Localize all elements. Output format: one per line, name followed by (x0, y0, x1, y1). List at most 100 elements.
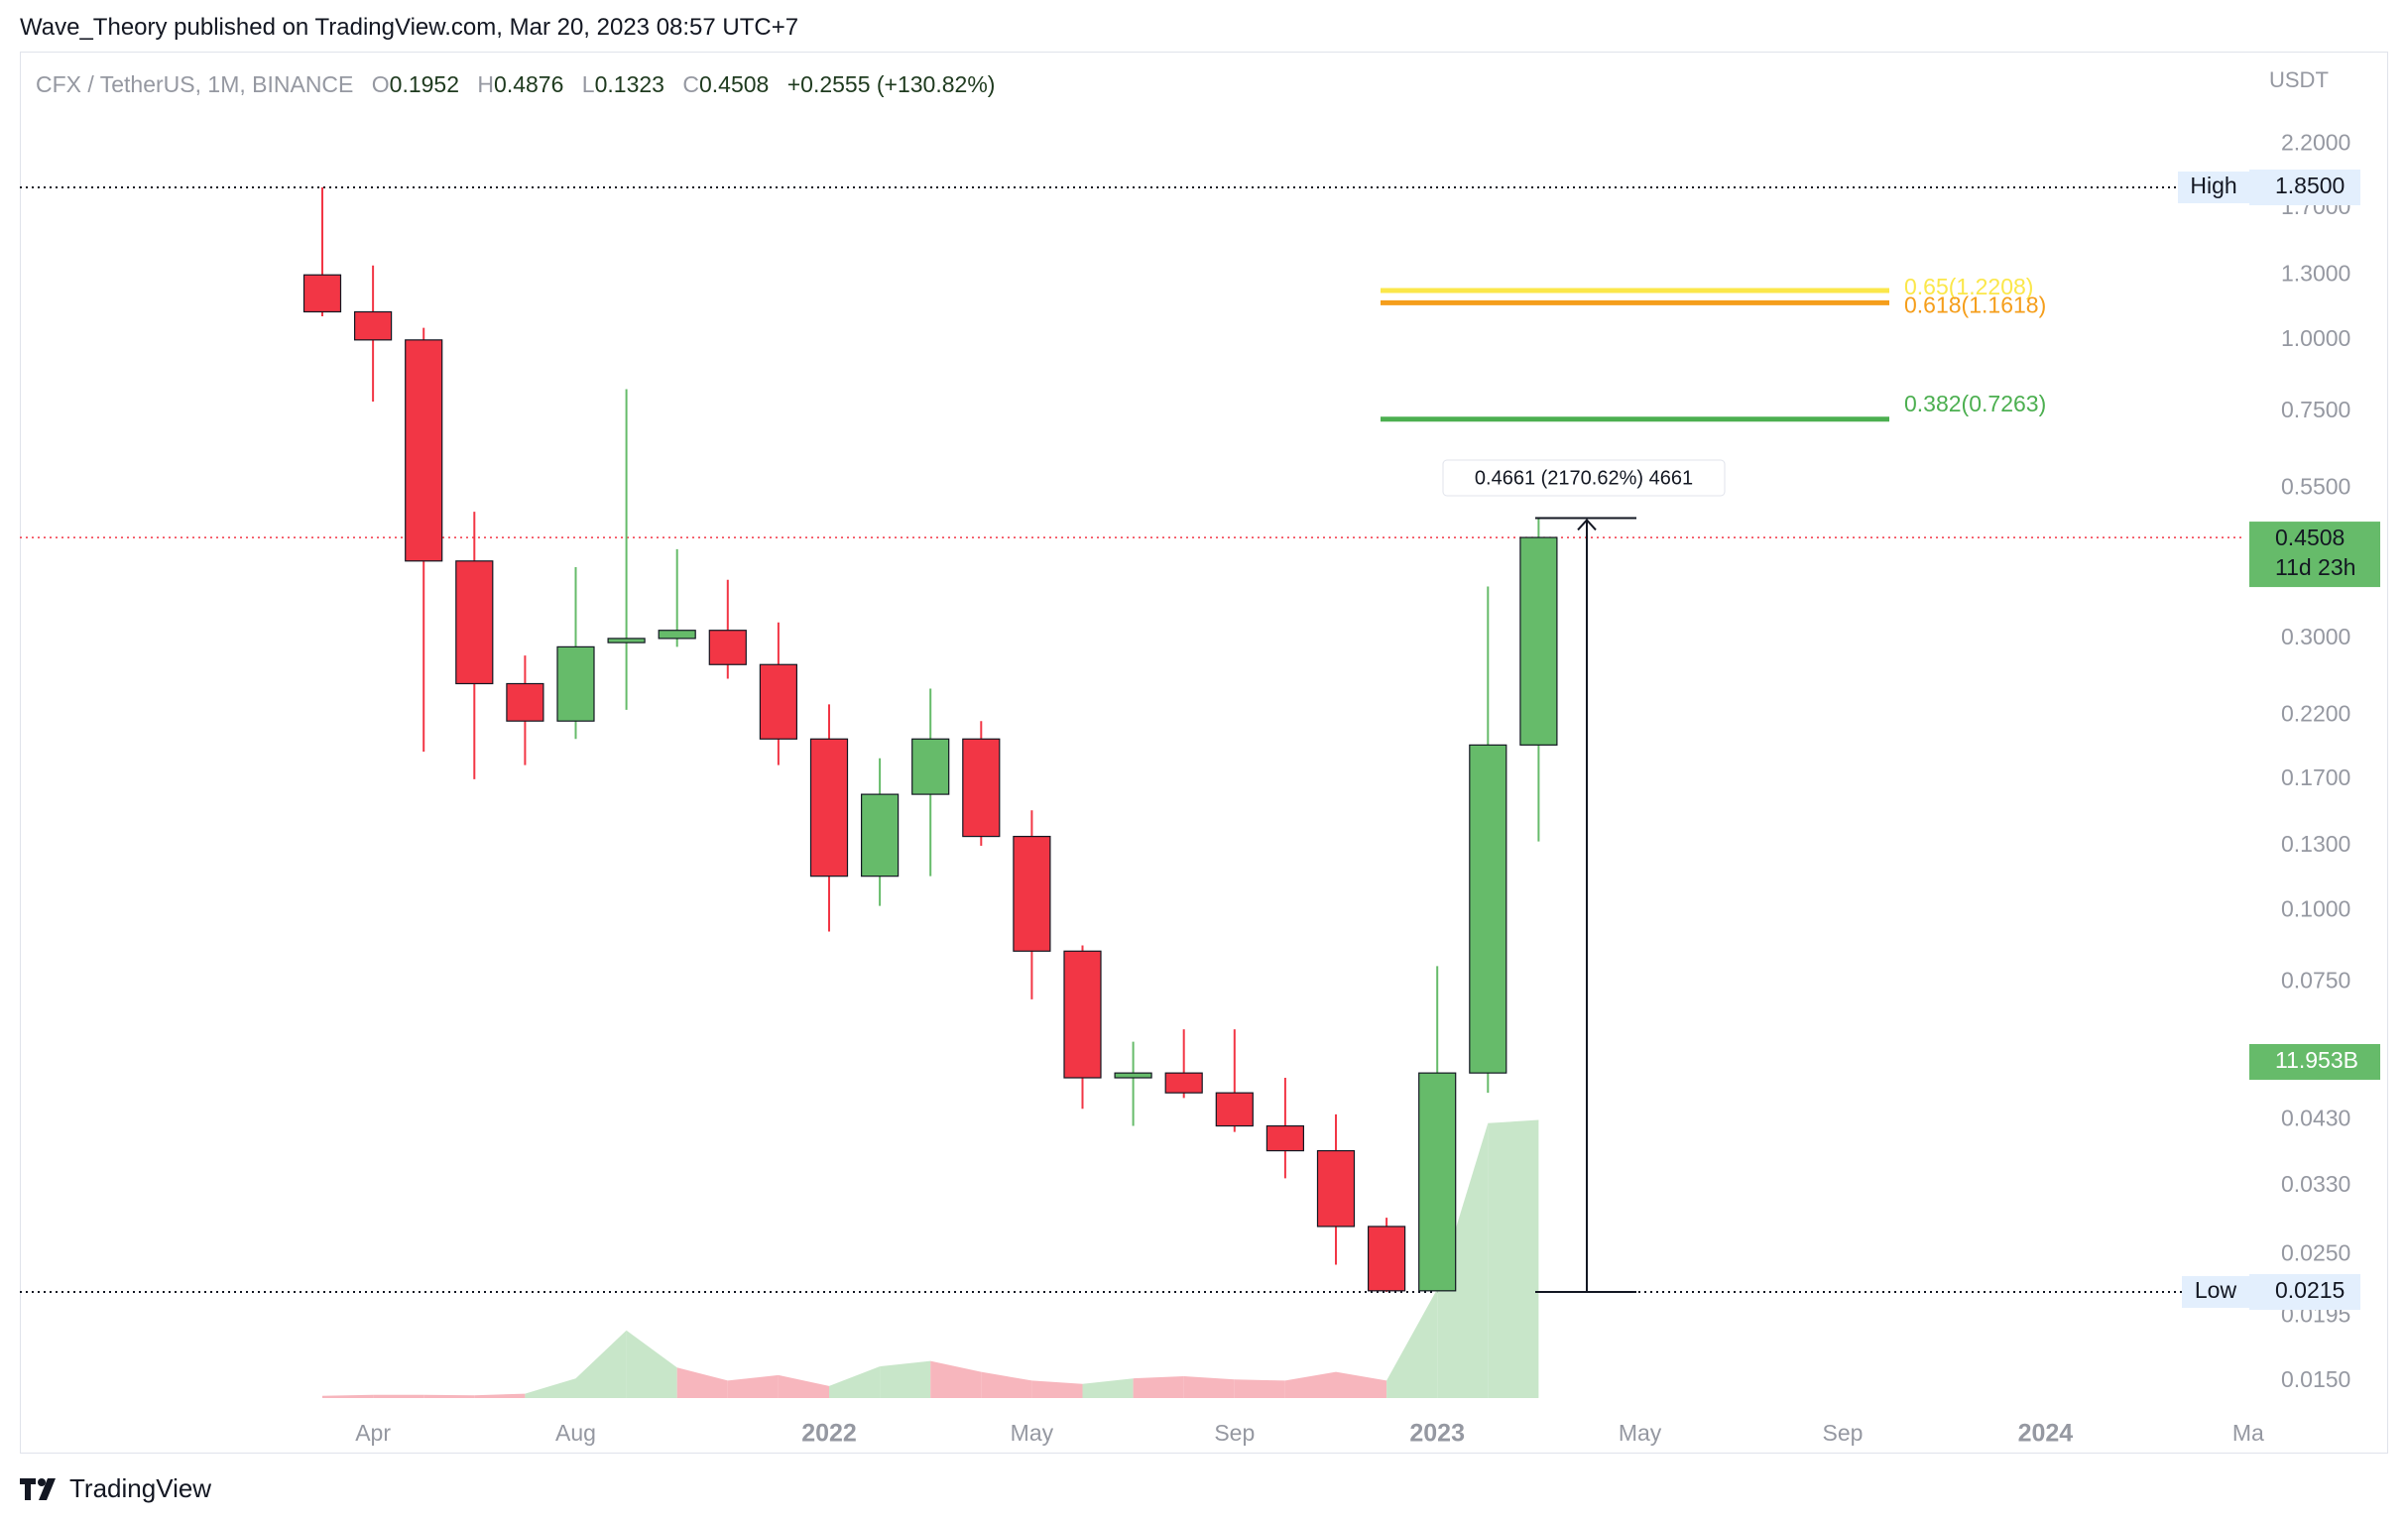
candle[interactable] (607, 389, 646, 710)
publish-info: Wave_Theory published on TradingView.com… (20, 14, 799, 41)
candle[interactable] (1316, 1113, 1356, 1265)
x-tick-label: 2022 (801, 1420, 857, 1448)
candle-body (708, 630, 747, 665)
candle[interactable] (1114, 1041, 1152, 1126)
volume-value-tag[interactable]: 11.953B (2249, 1044, 2380, 1080)
currency-label[interactable]: USDT (2269, 67, 2329, 92)
volume-area (981, 1371, 1032, 1398)
candle[interactable] (1418, 966, 1457, 1292)
volume-area (1234, 1379, 1285, 1398)
candle-body (658, 630, 696, 640)
low-tag-bg (2182, 1276, 2249, 1308)
candle-body (1215, 1092, 1254, 1127)
volume-area (1284, 1371, 1336, 1398)
low-tag: Low (2195, 1277, 2237, 1303)
low-value-tag[interactable]: 0.0215 (2249, 1274, 2360, 1310)
x-tick-label: Apr (355, 1420, 391, 1446)
candle[interactable] (809, 704, 849, 932)
candle-body (1367, 1226, 1406, 1292)
high-key: H (477, 71, 495, 97)
candle[interactable] (1469, 586, 1507, 1094)
volume-area (829, 1366, 881, 1398)
x-tick-label: Aug (555, 1420, 596, 1446)
volume-area (727, 1374, 779, 1398)
high-value-tag-text: 1.8500 (2275, 173, 2345, 198)
low-key: L (581, 71, 595, 97)
volume-area (1437, 1122, 1489, 1398)
candle-body (759, 663, 798, 740)
candle[interactable] (1367, 1218, 1406, 1292)
candle-body (1469, 744, 1507, 1074)
volume-area (1082, 1378, 1134, 1398)
candle-body (354, 310, 393, 341)
candle[interactable] (1519, 518, 1558, 842)
candle-body (1164, 1072, 1203, 1094)
high-value: 0.4876 (494, 71, 564, 97)
low-value: 0.1323 (594, 71, 664, 97)
y-tick-label: 0.0750 (2281, 968, 2350, 994)
ohlc-legend: CFX / TetherUS, 1M, BINANCE O0.1952 H0.4… (36, 71, 995, 98)
candle-body (556, 645, 595, 722)
x-tick-label: 2024 (2018, 1420, 2074, 1448)
volume-area (1336, 1371, 1387, 1398)
last-price-tag[interactable]: 0.4508 11d 23h (2249, 522, 2380, 588)
y-tick-label: 0.1700 (2281, 764, 2350, 790)
candle[interactable] (1013, 810, 1051, 999)
fib-level-label: 0.382(0.7263) (1904, 391, 2046, 416)
volume-area (676, 1367, 728, 1398)
candle-body (405, 339, 443, 562)
candle[interactable] (556, 566, 595, 740)
y-tick-label: 0.0150 (2281, 1366, 2350, 1392)
candle-body (1316, 1149, 1356, 1228)
low-value-tag-bg (2249, 1274, 2360, 1310)
last-price-tag-text: 11d 23h (2275, 554, 2355, 580)
candle[interactable] (354, 265, 393, 402)
y-tick-label: 0.5500 (2281, 473, 2350, 499)
candle-body (911, 738, 950, 795)
y-tick-label: 1.3000 (2281, 260, 2350, 286)
y-tick-label: 0.0330 (2281, 1171, 2350, 1197)
candle-body (1265, 1124, 1305, 1152)
volume-area (1386, 1289, 1438, 1398)
volume-area (778, 1374, 829, 1398)
x-tick-label: May (1619, 1420, 1662, 1446)
x-tick-label: 2023 (1409, 1420, 1465, 1448)
x-tick-label: May (1011, 1420, 1054, 1446)
symbol-label[interactable]: CFX / TetherUS, 1M, BINANCE (36, 71, 354, 97)
close-value: 0.4508 (698, 71, 770, 97)
candle[interactable] (911, 688, 950, 877)
y-tick-label: 0.0250 (2281, 1239, 2350, 1265)
high-tag-bg (2178, 172, 2249, 203)
candle-body (809, 738, 849, 878)
close-key: C (682, 71, 699, 97)
candle[interactable] (1164, 1029, 1203, 1099)
candle[interactable] (962, 721, 1001, 847)
candle[interactable] (1265, 1078, 1305, 1179)
candle[interactable] (708, 579, 747, 679)
candle[interactable] (506, 655, 544, 765)
candle-body (860, 793, 900, 878)
candle[interactable] (455, 512, 494, 779)
volume-area (1031, 1380, 1083, 1398)
candle[interactable] (1063, 945, 1102, 1110)
candle[interactable] (1215, 1029, 1254, 1132)
volume-value-tag-text: 11.953B (2275, 1047, 2358, 1073)
candle-body (1114, 1072, 1152, 1079)
candle[interactable] (302, 187, 342, 317)
candle[interactable] (860, 758, 900, 906)
measure-label-box[interactable] (1442, 459, 1726, 497)
footer-brand[interactable]: TradingView (20, 1473, 211, 1504)
candle[interactable] (405, 327, 443, 753)
candle[interactable] (759, 622, 798, 765)
chart-frame[interactable] (20, 52, 2388, 1454)
y-tick-label: 0.1000 (2281, 896, 2350, 922)
volume-area (626, 1330, 677, 1398)
volume-area (880, 1360, 931, 1398)
candle[interactable] (658, 548, 696, 647)
volume-area (1133, 1376, 1184, 1398)
measure-arrow-icon (1577, 518, 1597, 531)
volume-area (525, 1378, 576, 1398)
high-value-tag[interactable]: 1.8500 (2249, 170, 2360, 205)
volume-area (474, 1393, 526, 1398)
